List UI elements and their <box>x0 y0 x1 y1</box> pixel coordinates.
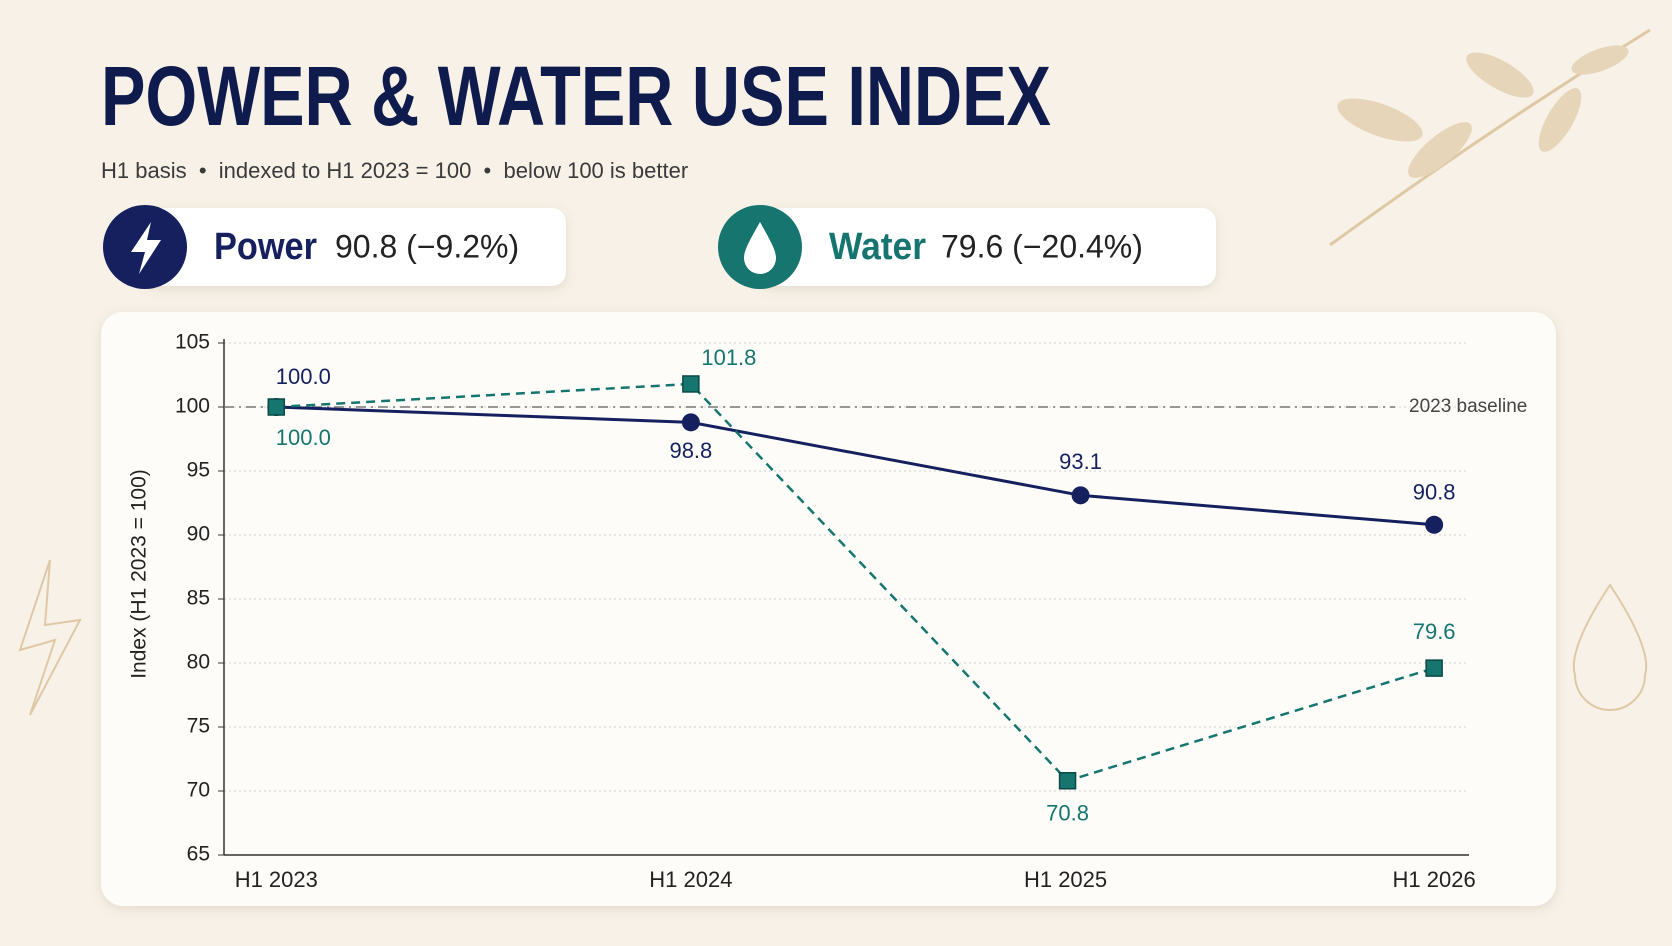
point <box>1425 659 1443 677</box>
point <box>1058 772 1077 790</box>
data-label: 79.6 <box>1413 619 1456 644</box>
x-tick-label: H1 2023 <box>235 867 318 892</box>
point <box>1425 515 1444 534</box>
kpi-card <box>141 208 566 286</box>
kpi-icon <box>744 222 776 274</box>
kpi-card <box>756 208 1216 286</box>
y-tick-label: 70 <box>187 779 210 802</box>
data-label: 98.8 <box>669 438 712 463</box>
x-tick-label: H1 2025 <box>1024 867 1107 892</box>
y-axis-label: Index (H1 2023 = 100) <box>128 469 151 679</box>
y-tick-label: 105 <box>175 331 210 354</box>
data-label: 70.8 <box>1046 801 1089 826</box>
data-label: 100.0 <box>276 364 331 389</box>
point <box>682 375 700 393</box>
kpi-value: 90.8 (−9.2%) <box>335 228 519 264</box>
plot-card <box>101 312 1556 906</box>
y-tick-label: 90 <box>187 523 210 546</box>
point <box>1071 486 1090 505</box>
data-label: 100.0 <box>276 425 331 450</box>
y-tick-label: 65 <box>187 843 210 866</box>
point <box>267 398 286 416</box>
y-tick-label: 95 <box>187 459 210 482</box>
x-tick-label: H1 2026 <box>1393 867 1476 892</box>
y-tick-label: 80 <box>187 651 210 674</box>
point <box>681 413 700 432</box>
series-line <box>276 405 1435 527</box>
y-tick-label: 75 <box>187 715 210 738</box>
chart-subtitle: H1 basis • indexed to H1 2023 = 100 • be… <box>101 158 688 183</box>
data-label: 101.8 <box>701 345 756 370</box>
x-tick-label: H1 2024 <box>649 867 732 892</box>
data-label: 90.8 <box>1413 480 1456 505</box>
kpi-value: 79.6 (−20.4%) <box>941 228 1143 264</box>
y-tick-label: 100 <box>175 395 210 418</box>
y-tick-label: 85 <box>187 587 210 610</box>
legend-label: Water <box>829 226 926 268</box>
chart-title: POWER & WATER USE INDEX <box>101 49 1051 143</box>
legend-label: Power <box>214 226 317 268</box>
kpi-icon <box>131 222 161 274</box>
decoration <box>18 28 1651 716</box>
data-label: 93.1 <box>1059 449 1102 474</box>
baseline-label: 2023 baseline <box>1409 396 1527 417</box>
